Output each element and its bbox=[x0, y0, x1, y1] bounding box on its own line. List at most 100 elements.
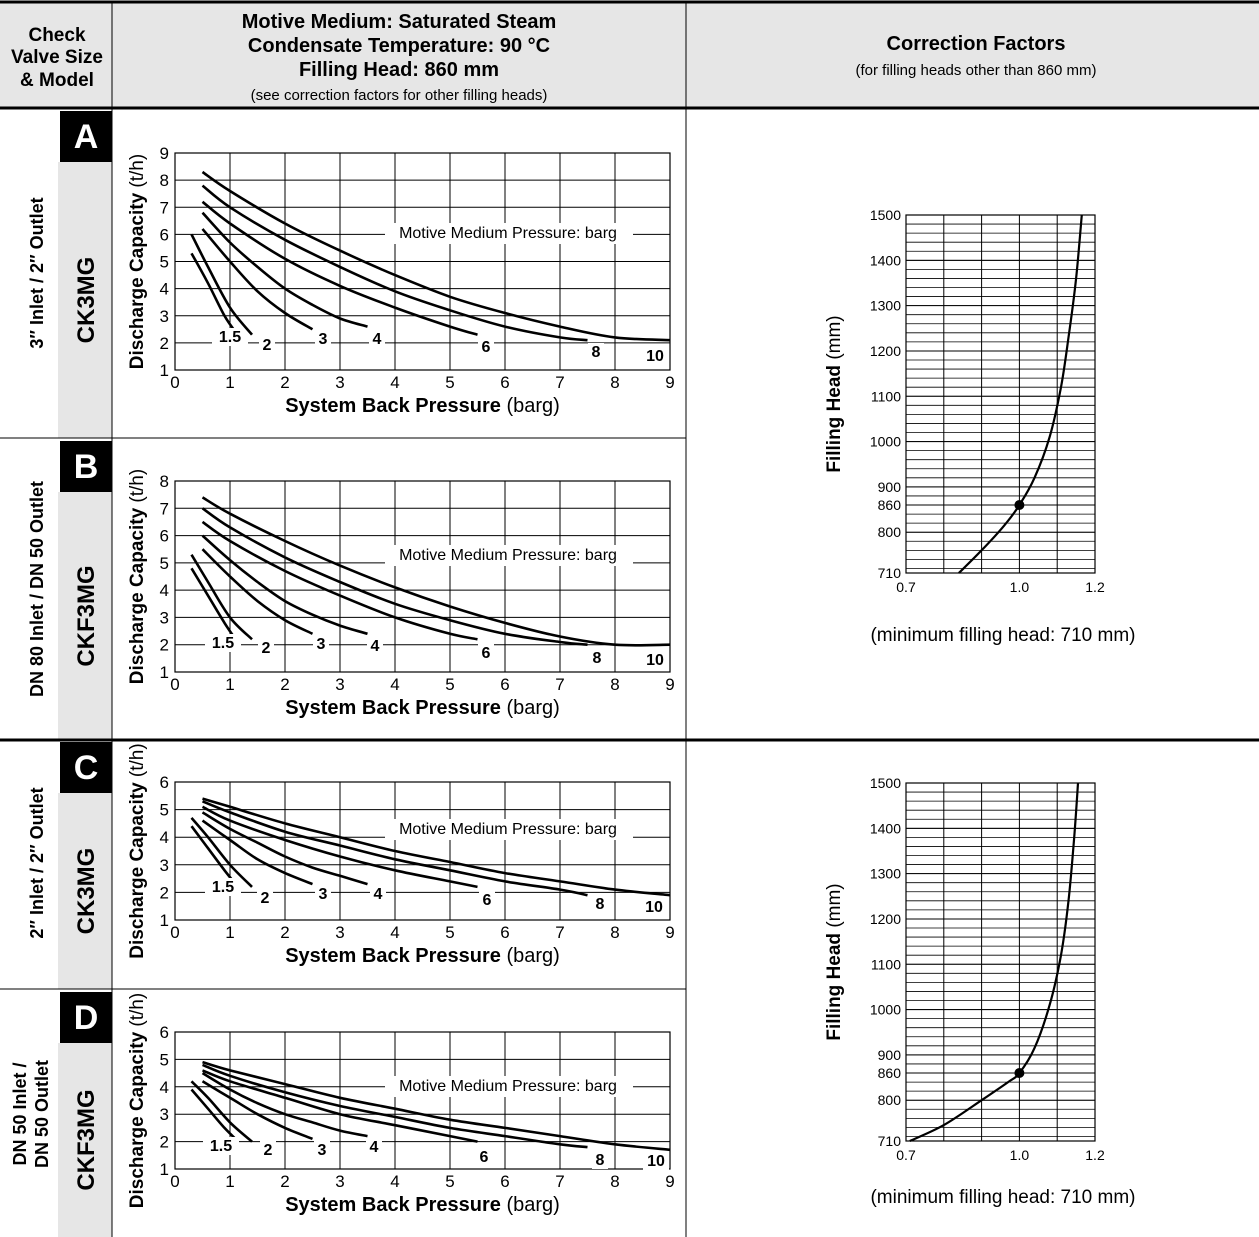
x-tick-label: 6 bbox=[500, 675, 509, 694]
x-tick-label: 8 bbox=[610, 373, 619, 392]
series-4 bbox=[201, 534, 368, 636]
x-tick-label: 6 bbox=[500, 923, 509, 942]
x-tick-label: 2 bbox=[280, 675, 289, 694]
x-tick-label: 1.0 bbox=[1010, 1147, 1030, 1163]
series-3 bbox=[201, 228, 314, 331]
series-label-bg bbox=[642, 347, 668, 365]
annotation-text: Motive Medium Pressure: barg bbox=[399, 821, 617, 838]
x-tick-label: 5 bbox=[445, 923, 454, 942]
series-label-10: 10 bbox=[645, 899, 663, 916]
y-tick-label: 4 bbox=[160, 828, 169, 847]
x-tick-label: 1.2 bbox=[1085, 579, 1105, 595]
x-tick-label: 0 bbox=[170, 675, 179, 694]
y-tick-label: 2 bbox=[160, 1133, 169, 1152]
series-label-4: 4 bbox=[371, 638, 380, 655]
series-label-1.5: 1.5 bbox=[212, 879, 234, 896]
series-label-10: 10 bbox=[647, 1153, 665, 1170]
letter-a: A bbox=[74, 118, 99, 156]
x-tick-label: 0 bbox=[170, 373, 179, 392]
x-tick-label: 8 bbox=[610, 675, 619, 694]
header-background bbox=[0, 3, 1259, 108]
series-2 bbox=[190, 817, 253, 888]
series-label-bg bbox=[258, 639, 274, 657]
model-label-b: CKF3MG bbox=[73, 565, 100, 666]
header-col1-line3: & Model bbox=[20, 70, 94, 91]
plot-frame bbox=[174, 480, 671, 673]
series-6 bbox=[201, 805, 478, 889]
annotation-text: Motive Medium Pressure: barg bbox=[399, 547, 617, 564]
series-6 bbox=[202, 1069, 478, 1143]
series-label-bg bbox=[260, 1141, 276, 1159]
y-axis-title: Discharge Capacity (t/h) bbox=[127, 993, 148, 1208]
series-label-bg bbox=[479, 891, 495, 909]
series-6 bbox=[201, 520, 478, 641]
model-label-c: CK3MG bbox=[73, 848, 100, 935]
model-label-d: CKF3MG bbox=[73, 1089, 100, 1190]
y-axis-title: Filling Head (mm) bbox=[824, 315, 845, 472]
x-tick-label: 9 bbox=[665, 1172, 674, 1191]
y-tick-label: 1400 bbox=[870, 820, 901, 836]
series-1.5 bbox=[190, 825, 237, 885]
annotation-bg bbox=[385, 1076, 633, 1097]
y-tick-label: 1400 bbox=[870, 252, 901, 268]
series-10 bbox=[201, 496, 671, 647]
series-label-bg bbox=[592, 895, 608, 913]
series-label-4: 4 bbox=[373, 331, 382, 348]
header-col3-note: (for filling heads other than 860 mm) bbox=[856, 62, 1097, 79]
y-tick-label: 6 bbox=[160, 1023, 169, 1042]
series-2 bbox=[190, 1080, 253, 1143]
series-3 bbox=[201, 1080, 313, 1141]
y-tick-label: 800 bbox=[878, 1092, 902, 1108]
plot-frame bbox=[905, 782, 1096, 1142]
model-column-background-b bbox=[58, 492, 112, 740]
series-label-bg bbox=[367, 637, 383, 655]
series-label-bg bbox=[212, 328, 248, 346]
series-label-bg bbox=[642, 651, 668, 669]
series-label-2: 2 bbox=[263, 337, 272, 354]
y-tick-label: 1000 bbox=[870, 434, 901, 450]
model-column-background-c bbox=[58, 793, 112, 989]
series-label-bg bbox=[641, 898, 667, 916]
y-tick-label: 3 bbox=[160, 307, 169, 326]
y-tick-label: 7 bbox=[160, 499, 169, 518]
series-10 bbox=[202, 1060, 671, 1152]
series-label-bg bbox=[370, 885, 386, 903]
x-tick-label: 4 bbox=[390, 675, 399, 694]
annotation-bg bbox=[385, 223, 633, 244]
y-tick-label: 5 bbox=[160, 801, 169, 820]
x-tick-label: 2 bbox=[280, 923, 289, 942]
series-label-2: 2 bbox=[264, 1142, 273, 1159]
y-tick-label: 1 bbox=[160, 663, 169, 682]
series-label-2: 2 bbox=[261, 890, 270, 907]
plot-frame bbox=[174, 1031, 671, 1170]
y-tick-label: 2 bbox=[160, 636, 169, 655]
y-tick-label: 6 bbox=[160, 225, 169, 244]
series-label-bg bbox=[478, 644, 494, 662]
series-8 bbox=[202, 800, 588, 897]
model-label-a: CK3MG bbox=[73, 257, 100, 344]
series-1.5 bbox=[190, 567, 237, 641]
plot-frame bbox=[174, 781, 671, 921]
y-tick-label: 1300 bbox=[870, 298, 901, 314]
x-tick-label: 8 bbox=[610, 923, 619, 942]
x-tick-label: 0 bbox=[170, 923, 179, 942]
y-tick-label: 3 bbox=[160, 856, 169, 875]
series-2 bbox=[190, 233, 254, 336]
series-2 bbox=[190, 554, 253, 641]
x-tick-label: 7 bbox=[555, 675, 564, 694]
plot-frame bbox=[905, 214, 1096, 574]
model-column-background-a bbox=[58, 162, 112, 438]
x-tick-label: 9 bbox=[665, 923, 674, 942]
y-tick-label: 710 bbox=[878, 565, 902, 581]
series-label-1.5: 1.5 bbox=[219, 329, 241, 346]
series-label-8: 8 bbox=[592, 344, 601, 361]
min-filling-note: (minimum filling head: 710 mm) bbox=[870, 1187, 1135, 1208]
x-tick-label: 9 bbox=[665, 675, 674, 694]
series-1.5 bbox=[190, 1088, 237, 1140]
reference-point bbox=[1014, 500, 1025, 511]
letter-badge-b bbox=[60, 441, 112, 492]
y-tick-label: 4 bbox=[160, 280, 169, 299]
